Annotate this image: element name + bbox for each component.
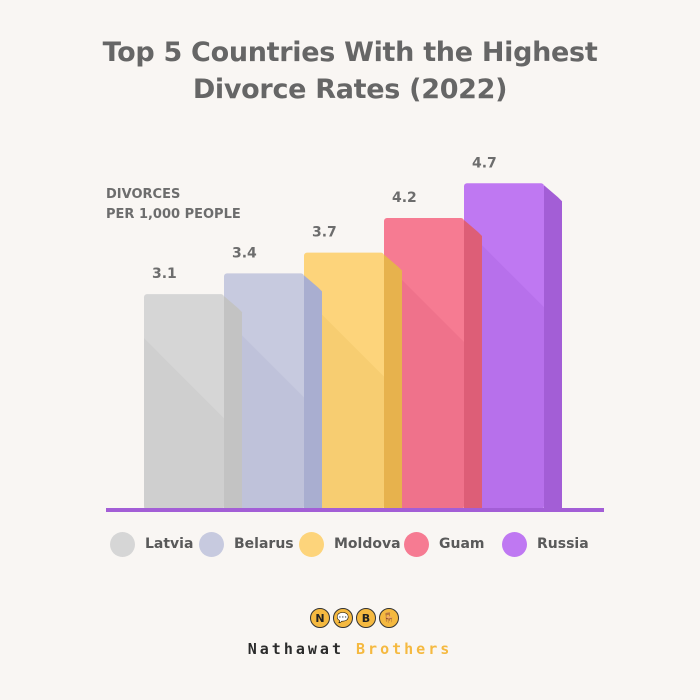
value-label-belarus: 3.4 [232, 245, 257, 261]
brand-b-icon: B [356, 608, 376, 628]
brand-name: Nathawat Brothers [0, 640, 700, 658]
value-label-russia: 4.7 [472, 155, 497, 171]
brand-icons: N 💬 B 🪑 [310, 608, 402, 628]
bar-shadow-guam [384, 261, 464, 509]
legend-label-guam: Guam [439, 536, 485, 552]
brand-n-icon: N [310, 608, 330, 628]
bar-shadow-latvia [144, 338, 224, 509]
bar-shadow-belarus [224, 317, 304, 509]
y-axis-label-line-1: DIVORCES [106, 187, 181, 202]
bar-guam [384, 217, 482, 509]
bar-belarus [224, 273, 322, 509]
bar-russia [464, 183, 562, 510]
bar-side-guam [464, 219, 482, 509]
legend-swatch-russia [502, 531, 527, 557]
legend-label-belarus: Belarus [234, 536, 294, 552]
legend-swatch-guam [404, 531, 429, 557]
bar-moldova [304, 252, 402, 509]
legend-item-guam: Guam [404, 531, 485, 557]
bar-side-moldova [384, 254, 402, 509]
legend-item-russia: Russia [502, 531, 589, 557]
legend-label-russia: Russia [537, 536, 589, 552]
brand-word-brothers: Brothers [356, 640, 453, 658]
y-axis-label-line-2: PER 1,000 PEOPLE [106, 207, 241, 222]
value-label-guam: 4.2 [392, 190, 417, 206]
legend-label-moldova: Moldova [334, 536, 401, 552]
baseline [106, 508, 604, 512]
brand-word-nathawat: Nathawat [247, 640, 344, 658]
legend-item-belarus: Belarus [199, 531, 294, 557]
legend-item-latvia: Latvia [110, 531, 193, 557]
bar-shadow-moldova [304, 296, 384, 509]
value-label-moldova: 3.7 [312, 225, 337, 241]
legend-swatch-latvia [110, 531, 135, 557]
chart-title-line-1: Top 5 Countries With the Highest [102, 37, 598, 68]
speech-bubble-icon: 💬 [333, 608, 353, 628]
bar-side-latvia [224, 296, 242, 509]
chart-title-line-2: Divorce Rates (2022) [192, 74, 508, 105]
legend-label-latvia: Latvia [145, 536, 194, 552]
value-label-latvia: 3.1 [152, 266, 177, 282]
brand-logo: N 💬 B 🪑 Nathawat Brothers [0, 608, 700, 670]
legend-item-moldova: Moldova [299, 531, 401, 557]
legend-swatch-moldova [299, 531, 324, 557]
sofa-icon: 🪑 [379, 608, 399, 628]
legend-swatch-belarus [199, 531, 224, 557]
bar-latvia [144, 294, 242, 509]
bar-shadow-russia [464, 227, 544, 510]
bar-side-russia [544, 185, 562, 510]
bar-side-belarus [304, 275, 322, 509]
